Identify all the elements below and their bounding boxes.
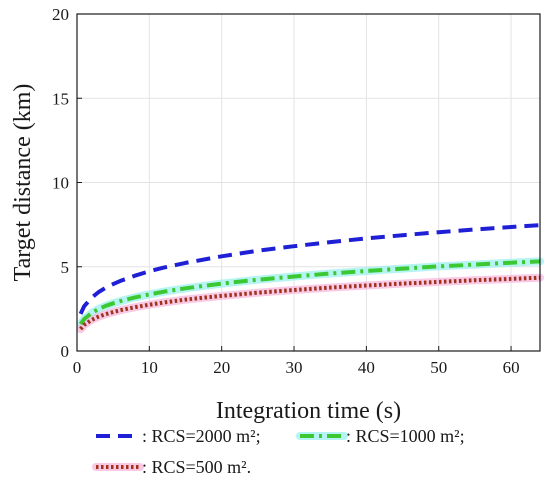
- x-tick-label: 50: [430, 358, 447, 377]
- x-tick-label: 0: [73, 358, 82, 377]
- x-axis-label: Integration time (s): [216, 398, 401, 424]
- series-line-2: [79, 275, 541, 331]
- legend-item: : RCS=2000 m²;: [96, 426, 261, 446]
- y-axis-label: Target distance (km): [10, 84, 36, 282]
- y-tick-label: 10: [52, 174, 69, 193]
- series-lines: [78, 223, 541, 331]
- x-axis-ticks: 0 10 20 30 40 50 60: [73, 346, 520, 377]
- y-tick-label: 20: [52, 5, 69, 24]
- legend-item: : RCS=500 m².: [92, 457, 251, 477]
- y-axis-ticks: 0 5 10 15 20: [52, 5, 82, 361]
- x-tick-label: 10: [141, 358, 158, 377]
- x-tick-label: 20: [213, 358, 230, 377]
- x-tick-label: 30: [286, 358, 303, 377]
- series-line-0: [78, 223, 541, 315]
- x-tick-label: 40: [358, 358, 375, 377]
- legend-label: : RCS=2000 m²;: [142, 426, 261, 446]
- series-line-1: [78, 259, 541, 326]
- legend-label: : RCS=1000 m²;: [346, 426, 465, 446]
- x-tick-label: 60: [503, 358, 520, 377]
- legend: : RCS=2000 m²; : RCS=1000 m²; : RCS=500 m²…: [92, 426, 465, 477]
- legend-item: : RCS=1000 m²;: [296, 426, 465, 446]
- y-tick-label: 5: [61, 258, 70, 277]
- y-tick-label: 0: [61, 342, 70, 361]
- grid: [77, 14, 540, 351]
- y-tick-label: 15: [52, 89, 69, 108]
- legend-label: : RCS=500 m².: [142, 457, 251, 477]
